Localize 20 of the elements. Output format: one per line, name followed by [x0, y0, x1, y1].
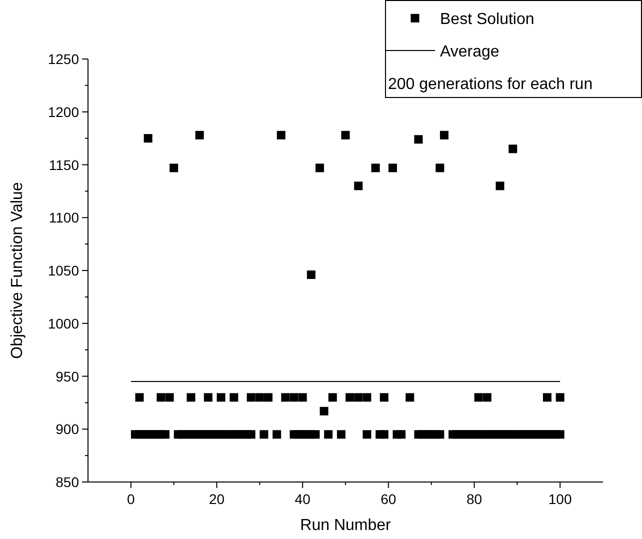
x-tick-label: 60: [380, 491, 396, 507]
y-tick-label: 1050: [48, 262, 80, 278]
y-tick-label: 950: [56, 368, 80, 384]
y-axis-title: Objective Function Value: [9, 182, 26, 359]
y-tick-label: 1000: [48, 315, 80, 332]
x-tick-label: 20: [208, 491, 225, 507]
y-tick-label: 1100: [48, 210, 80, 226]
x-tick-label: 80: [466, 491, 482, 507]
legend-label: Average: [440, 44, 500, 60]
legend-label: Best Solution: [440, 11, 534, 28]
y-tick-label: 1250: [48, 51, 80, 67]
annotation: 200 generations for each run: [388, 76, 593, 93]
y-tick-label: 850: [56, 474, 80, 490]
x-tick-label: 100: [548, 491, 572, 507]
y-tick-label: 1150: [48, 156, 80, 173]
x-tick-label: 0: [127, 491, 136, 507]
x-axis-title: Run Number: [300, 517, 392, 534]
x-tick-label: 40: [294, 491, 311, 507]
y-tick-label: 1200: [48, 104, 80, 120]
y-tick-label: 900: [56, 421, 80, 438]
